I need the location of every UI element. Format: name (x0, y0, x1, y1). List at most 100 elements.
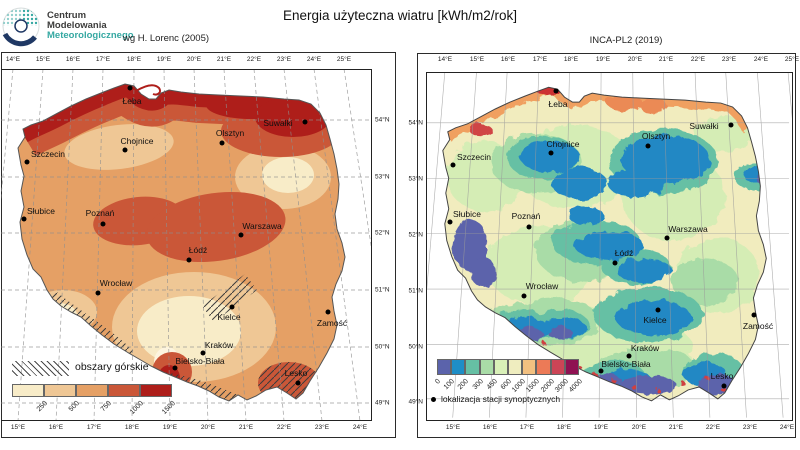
city-dot (200, 350, 206, 356)
graticule-label: 24°E (306, 56, 322, 63)
logo-line3: Meteorologicznego (47, 30, 134, 41)
city-label: Łódź (614, 248, 634, 258)
graticule-label: 21°E (658, 56, 674, 63)
graticule-label: 14°E (437, 56, 453, 63)
city-dot (447, 219, 453, 225)
city-dot (645, 143, 651, 149)
colorbar-value: 450 (485, 378, 499, 392)
cmm-logo-icon (2, 7, 40, 47)
city-label: Szczecin (30, 149, 66, 159)
graticule-label: 54°N (408, 119, 423, 127)
graticule-label: 53°N (408, 175, 423, 183)
graticule-label: 18°E (556, 424, 572, 431)
graticule-label: 16°E (48, 424, 64, 431)
colorbar-cell (479, 359, 494, 375)
graticule-label: 17°E (86, 424, 102, 431)
city-label: Poznań (85, 208, 115, 218)
city-dot (122, 147, 128, 153)
graticule-label: 51°N (408, 287, 423, 295)
colorbar-cell (12, 384, 44, 397)
city-dot (21, 216, 27, 222)
graticule-label: 15°E (469, 56, 485, 63)
city-dot (626, 353, 632, 359)
logo-line1: Centrum (47, 10, 87, 21)
graticule-label: 52°N (375, 229, 390, 237)
graticule-label: 17°E (95, 56, 111, 63)
city-dot (127, 85, 133, 91)
colorbar-value: 1000 (511, 378, 528, 394)
colorbar-cell (550, 359, 565, 375)
colorbar-cell (451, 359, 466, 375)
colorbar-cell (465, 359, 480, 375)
city-label: Kielce (643, 315, 667, 325)
graticule-label: 16°E (482, 424, 498, 431)
graticule-label: 15°E (35, 56, 51, 63)
city-label: Kraków (630, 343, 660, 353)
colorbar-value: 100 (442, 378, 457, 392)
lorenc-colorbar: 250 500 750 1000 1500 (12, 384, 177, 416)
graticule-label: 53°N (375, 173, 390, 181)
graticule-label: 24°E (753, 56, 769, 63)
graticule-label: 23°E (721, 56, 737, 63)
colorbar-cell (564, 359, 579, 375)
lorenc-colorbar-labels: 250 500 750 1000 1500 (12, 400, 177, 420)
city-dot (325, 309, 331, 315)
graticule-label: 22°E (276, 424, 292, 431)
city-label: Wrocław (525, 281, 559, 291)
mountain-areas-swatch (12, 361, 69, 376)
city-dot (172, 365, 178, 371)
graticule-label: 23°E (314, 424, 330, 431)
colorbar-cell (493, 359, 508, 375)
city-label: Chojnice (120, 136, 154, 146)
graticule-label: 51°N (375, 286, 390, 294)
cmm-logo-text: Centrum Modelowania Meteorologicznego (47, 11, 134, 41)
city-label: Kielce (217, 312, 241, 322)
graticule-label: 15°E (445, 424, 461, 431)
city-dot (548, 150, 554, 156)
city-dot (598, 368, 604, 374)
city-label: Warszawa (668, 224, 708, 234)
cmm-logo: Centrum Modelowania Meteorologicznego (2, 5, 134, 47)
graticule-label: 23°E (276, 56, 292, 63)
city-dot (302, 119, 308, 125)
station-legend-dot (431, 397, 436, 402)
graticule-label: 14°E (5, 56, 21, 63)
city-dot (95, 290, 101, 296)
logo-line2: Modelowania (47, 20, 107, 31)
graticule-label: 24°E (779, 424, 795, 431)
mountain-areas-label: obszary górskie (75, 361, 149, 373)
colorbar-cell (507, 359, 523, 375)
graticule-label: 16°E (65, 56, 81, 63)
inca-colorbar: 0 100 200 300 450 600 1000 1500 2000 3000 4000 (434, 359, 584, 394)
graticule-label: 21°E (238, 424, 254, 431)
city-label: Łeba (122, 96, 142, 106)
city-dot (526, 224, 532, 230)
city-label: Bielsko-Biała (601, 359, 651, 369)
city-dot (612, 260, 618, 266)
lorenc-map (1, 69, 372, 421)
graticule-label: 49°N (375, 399, 390, 407)
city-dot (450, 162, 456, 168)
city-dot (721, 383, 727, 389)
lorenc-colorbar-cells (12, 384, 172, 397)
graticule-label: 18°E (126, 56, 142, 63)
graticule-label: 22°E (690, 56, 706, 63)
graticule-label: 19°E (162, 424, 178, 431)
graticule-label: 20°E (627, 56, 643, 63)
city-label: Lesko (710, 371, 734, 381)
colorbar-value: 750 (99, 400, 113, 414)
graticule-label: 25°E (336, 56, 352, 63)
graticule-label: 52°N (408, 231, 423, 239)
city-label: Łeba (548, 99, 568, 109)
city-label: Bielsko-Biała (175, 356, 225, 366)
colorbar-cell (522, 359, 537, 375)
graticule-label: 23°E (742, 424, 758, 431)
colorbar-value: 200 (457, 378, 471, 392)
colorbar-value: 3000 (553, 378, 570, 394)
city-label: Suwałki (689, 121, 719, 131)
city-dot (553, 88, 559, 94)
city-label: Lesko (284, 368, 308, 378)
city-label: Warszawa (242, 221, 282, 231)
city-label: Szczecin (456, 152, 492, 162)
